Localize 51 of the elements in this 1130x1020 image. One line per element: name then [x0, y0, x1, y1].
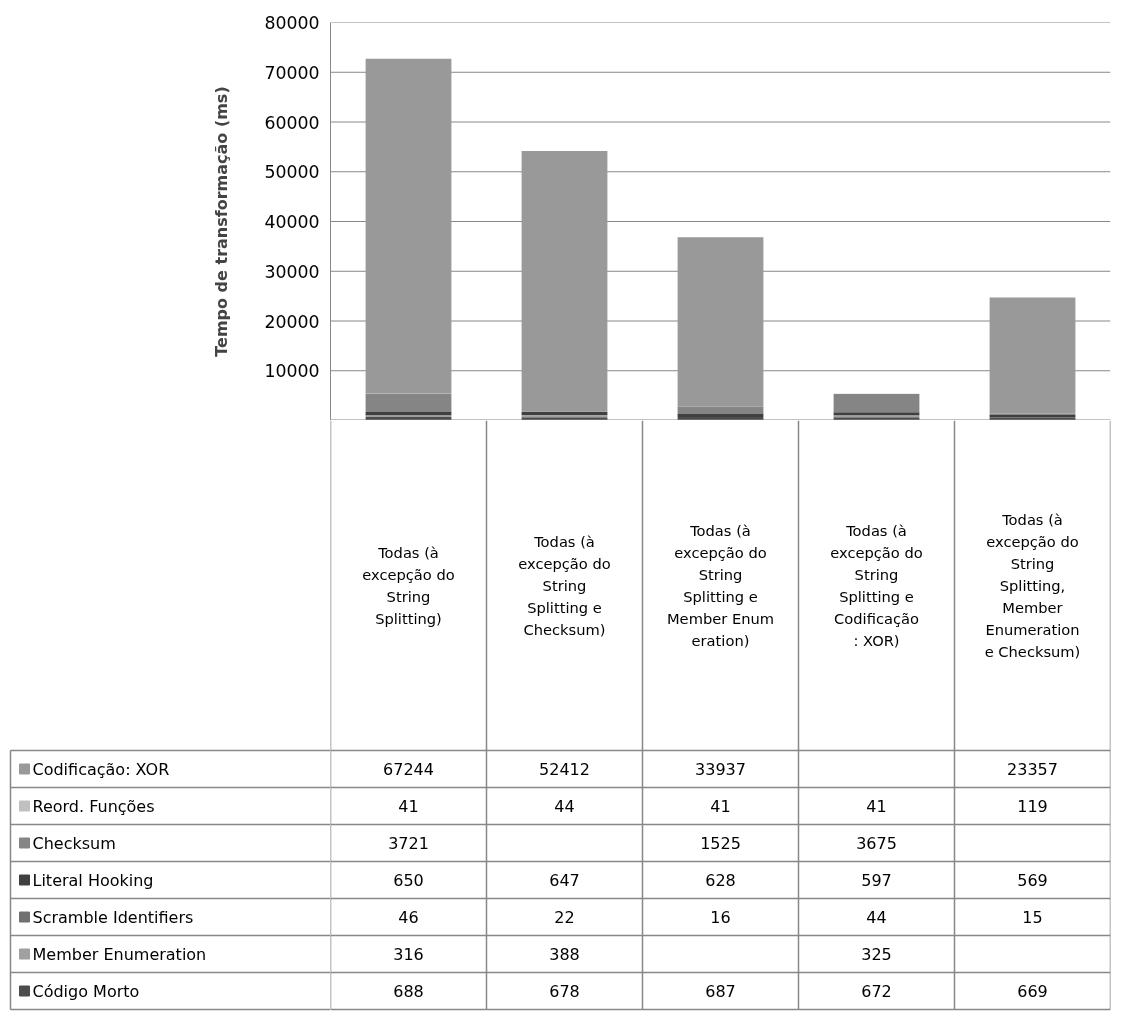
- data-label: 33937: [695, 760, 746, 779]
- data-label: 669: [1017, 982, 1048, 1001]
- data-label: 650: [393, 871, 424, 890]
- legend-label: Código Morto: [32, 981, 140, 1001]
- y-tick-label: 10000: [264, 361, 320, 382]
- data-label: 647: [549, 871, 580, 890]
- data-label: 316: [393, 945, 424, 964]
- legend-label: Codificação: XOR: [32, 759, 170, 779]
- y-axis-title: Tempo de transformação (ms): [212, 86, 232, 357]
- data-label: 52412: [539, 760, 590, 779]
- legend-label: Reord. Funções: [32, 796, 155, 816]
- x-tick-label: Todas (à excepção do String Splitting e Checksum): [518, 532, 611, 639]
- data-label: 41: [710, 797, 731, 816]
- legend-label: Checksum: [32, 833, 116, 853]
- data-label: 325: [861, 945, 892, 964]
- data-label: 597: [861, 871, 892, 890]
- y-tick-label: 50000: [264, 162, 320, 183]
- data-label: 119: [1017, 797, 1048, 816]
- data-label: 678: [549, 982, 580, 1001]
- y-tick-label: 70000: [264, 62, 320, 83]
- data-label: 687: [705, 982, 736, 1001]
- y-tick-label: 20000: [264, 311, 320, 332]
- data-label: 67244: [383, 760, 434, 779]
- y-tick-label: 30000: [264, 261, 320, 282]
- data-label: 3721: [388, 834, 429, 853]
- data-label: 46: [398, 908, 419, 927]
- data-label: 688: [393, 982, 424, 1001]
- x-tick-label: Todas (à excepção do String Splitting): [362, 543, 455, 628]
- data-label: 15: [1022, 908, 1043, 927]
- data-label: 41: [866, 797, 887, 816]
- y-tick-label: 60000: [264, 112, 320, 133]
- data-label: 22: [554, 908, 575, 927]
- data-label: 44: [866, 908, 887, 927]
- data-label: 1525: [700, 834, 741, 853]
- legend-label: Member Enumeration: [32, 944, 207, 964]
- data-label: 3675: [856, 834, 897, 853]
- y-tick-label: 40000: [264, 212, 320, 232]
- data-label: 672: [861, 982, 892, 1001]
- data-label: 44: [554, 797, 575, 816]
- y-tick-label: 80000: [264, 13, 320, 33]
- data-label: 388: [549, 945, 580, 964]
- x-tick-label: Todas (à excepção do String Splitting e Codificação: XOR): [830, 521, 923, 650]
- data-label: 628: [705, 871, 736, 890]
- data-label: 41: [398, 797, 419, 816]
- x-tick-label: Todas (à excepção do String Splitting e Member Enumeration): [666, 521, 775, 650]
- data-label: 23357: [1007, 760, 1058, 779]
- data-label: 16: [710, 908, 731, 927]
- data-label: 569: [1017, 871, 1048, 890]
- x-tick-label: Todas (à excepção do String Splitting, Member Enumeration e Checksum): [984, 510, 1081, 661]
- legend-label: Literal Hooking: [32, 870, 154, 890]
- legend-label: Scramble Identifiers: [32, 907, 194, 927]
